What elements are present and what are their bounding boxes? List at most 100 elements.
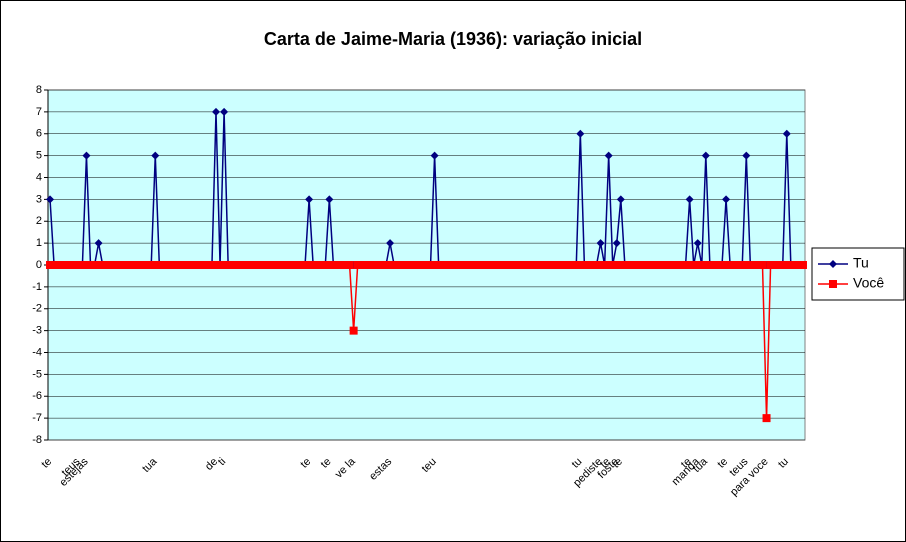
legend-box: [811, 247, 905, 301]
marker: [414, 261, 423, 269]
marker: [438, 261, 447, 269]
marker: [179, 261, 188, 269]
marker: [657, 261, 666, 269]
marker: [527, 261, 536, 269]
marker: [730, 261, 739, 269]
marker: [722, 261, 731, 269]
y-tick-label: 7: [36, 106, 42, 118]
marker: [288, 261, 297, 269]
marker: [430, 261, 439, 269]
marker: [90, 261, 99, 269]
marker: [171, 261, 180, 269]
marker: [572, 261, 581, 269]
marker: [386, 239, 395, 248]
marker: [191, 261, 200, 269]
marker: [774, 261, 783, 269]
marker: [450, 261, 459, 269]
marker: [786, 261, 795, 269]
marker: [547, 261, 556, 269]
y-tick-label: 2: [36, 215, 42, 227]
marker: [612, 261, 621, 269]
y-tick-label: -2: [32, 303, 42, 315]
marker: [628, 261, 637, 269]
marker: [467, 261, 476, 269]
marker: [143, 261, 152, 269]
y-tick-label: 4: [36, 171, 42, 183]
marker: [94, 261, 103, 269]
marker: [151, 151, 160, 160]
marker: [410, 261, 419, 269]
marker: [82, 151, 91, 160]
marker: [337, 261, 346, 269]
marker: [377, 261, 386, 269]
marker: [624, 261, 633, 269]
legend-label: Tu: [853, 255, 869, 271]
y-tick-label: 1: [36, 237, 42, 249]
marker: [519, 261, 528, 269]
chart-title: Carta de Jaime-Maria (1936): variação in…: [264, 29, 642, 49]
marker: [195, 261, 204, 269]
marker: [697, 261, 706, 269]
marker: [677, 261, 686, 269]
marker: [794, 261, 803, 269]
marker: [693, 261, 702, 269]
marker: [418, 261, 427, 269]
marker: [220, 107, 229, 116]
marker: [616, 261, 625, 269]
marker: [556, 261, 565, 269]
marker: [426, 261, 435, 269]
marker: [564, 261, 573, 269]
marker: [750, 261, 759, 269]
marker: [248, 261, 257, 269]
marker: [798, 261, 807, 269]
marker: [333, 261, 342, 269]
marker: [604, 261, 613, 269]
marker: [305, 261, 314, 269]
legend-marker: [829, 260, 837, 268]
marker: [620, 261, 629, 269]
y-tick-label: -5: [32, 368, 42, 380]
marker: [292, 261, 301, 269]
marker: [240, 261, 249, 269]
marker: [46, 195, 55, 204]
y-tick-label: -6: [32, 390, 42, 402]
marker: [297, 261, 306, 269]
marker: [62, 261, 71, 269]
marker: [665, 261, 674, 269]
marker: [576, 129, 585, 138]
marker: [685, 195, 694, 204]
marker: [693, 239, 702, 248]
y-tick-label: 5: [36, 150, 42, 162]
marker: [365, 261, 374, 269]
marker: [329, 261, 338, 269]
marker: [738, 261, 747, 269]
marker: [543, 261, 552, 269]
marker: [345, 261, 354, 269]
marker: [155, 261, 164, 269]
marker: [458, 261, 467, 269]
marker: [592, 261, 601, 269]
marker: [499, 261, 508, 269]
marker: [50, 261, 59, 269]
marker: [430, 151, 439, 160]
marker: [552, 261, 561, 269]
marker: [163, 261, 172, 269]
marker: [782, 129, 791, 138]
marker: [446, 261, 455, 269]
marker: [398, 261, 407, 269]
marker: [284, 261, 293, 269]
marker: [689, 261, 698, 269]
marker: [236, 261, 245, 269]
marker: [325, 195, 334, 204]
marker: [531, 261, 540, 269]
marker: [256, 261, 265, 269]
marker: [106, 261, 115, 269]
marker: [357, 261, 366, 269]
marker: [151, 261, 160, 269]
y-tick-label: -4: [32, 346, 42, 358]
marker: [726, 261, 735, 269]
marker: [479, 261, 488, 269]
marker: [539, 261, 548, 269]
marker: [487, 261, 496, 269]
